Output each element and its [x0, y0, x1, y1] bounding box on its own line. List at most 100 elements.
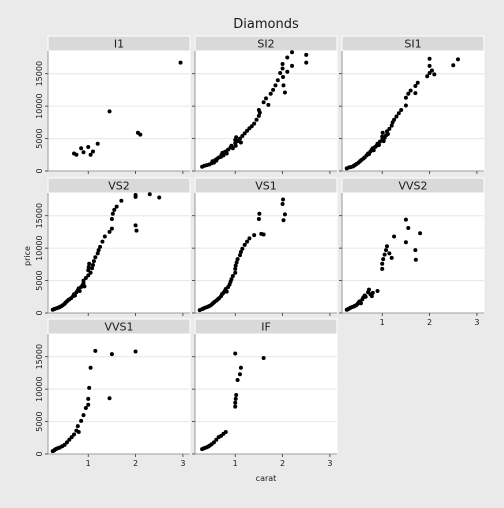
data-point [214, 437, 219, 442]
data-point [455, 57, 460, 62]
panel-title: SI2 [257, 38, 274, 51]
data-point [93, 255, 98, 260]
data-point [406, 226, 411, 231]
data-point [256, 216, 261, 221]
data-point [371, 148, 376, 153]
data-point [413, 84, 418, 89]
y-tick-label: 10000 [35, 235, 44, 260]
data-point [237, 136, 242, 141]
data-point [81, 150, 86, 155]
data-point [64, 440, 69, 445]
data-point [100, 239, 105, 244]
data-point [88, 270, 93, 275]
data-point [418, 231, 423, 236]
data-point [230, 274, 235, 279]
data-point [278, 71, 283, 76]
data-point [242, 242, 247, 247]
data-point [238, 140, 243, 145]
facet-panel: VS1 [192, 177, 338, 316]
data-point [95, 141, 100, 146]
data-point [290, 50, 295, 55]
data-point [133, 223, 138, 228]
y-tick-label: 5000 [35, 128, 44, 148]
data-point [81, 413, 86, 418]
data-point [147, 192, 152, 197]
data-point [257, 110, 262, 115]
data-point [230, 146, 235, 151]
x-tick-label: 3 [474, 318, 479, 327]
y-tick-label: 0 [35, 451, 44, 456]
x-tick-label: 1 [233, 459, 238, 468]
data-point [266, 102, 271, 107]
data-point [384, 244, 389, 249]
data-point [281, 197, 286, 202]
data-point [240, 246, 245, 251]
y-tick-label: 10000 [35, 93, 44, 118]
data-point [75, 424, 80, 429]
x-tick-label: 2 [280, 459, 285, 468]
data-point [261, 232, 266, 237]
data-point [427, 63, 432, 68]
panel-plot-area [341, 192, 485, 314]
data-point [83, 405, 88, 410]
x-tick-label: 1 [380, 318, 385, 327]
data-point [429, 68, 434, 73]
data-point [133, 192, 138, 197]
data-point [224, 151, 229, 156]
data-point [281, 83, 286, 88]
panel-plot-area [47, 50, 191, 172]
data-point [281, 218, 286, 223]
data-point [72, 293, 77, 298]
data-point [86, 264, 91, 269]
data-point [79, 146, 84, 151]
data-point [81, 278, 86, 283]
data-point [223, 429, 228, 434]
data-point [408, 88, 413, 93]
data-point [427, 56, 432, 61]
data-point [72, 432, 77, 437]
data-point [233, 351, 238, 356]
x-tick-label: 2 [427, 318, 432, 327]
data-point [238, 250, 243, 255]
data-point [74, 152, 79, 157]
facet-panel: SI2 [192, 35, 338, 174]
data-point [245, 128, 250, 133]
y-tick-label: 5000 [35, 411, 44, 431]
data-point [237, 253, 242, 258]
facet-panel: IF 1 2 3 [192, 318, 338, 468]
data-point [380, 130, 385, 135]
x-tick-label: 2 [133, 459, 138, 468]
data-point [86, 273, 91, 278]
data-point [256, 113, 261, 118]
data-point [76, 429, 81, 434]
data-point [235, 257, 240, 262]
data-point [280, 202, 285, 207]
data-point [380, 261, 385, 266]
data-point [233, 396, 238, 401]
data-point [235, 378, 240, 383]
facet-panel: VVS2 1 2 3 [339, 177, 485, 327]
data-point [157, 195, 162, 200]
y-tick-label: 15000 [35, 61, 44, 86]
data-point [257, 211, 262, 216]
data-point [425, 74, 430, 79]
data-point [264, 96, 268, 101]
panel-title: VVS1 [104, 321, 133, 334]
data-point [406, 91, 411, 96]
chart-title: Diamonds [233, 17, 299, 32]
panel-title: VS2 [108, 180, 130, 193]
panel-title: SI1 [404, 38, 421, 51]
data-point [90, 266, 95, 271]
data-point [273, 83, 278, 88]
data-point [178, 60, 183, 65]
data-point [114, 204, 119, 209]
data-point [107, 109, 112, 114]
data-point [394, 114, 399, 119]
data-point [240, 133, 245, 138]
panel-plot-area [194, 50, 338, 172]
x-tick-label: 3 [327, 459, 332, 468]
data-point [268, 91, 273, 96]
data-point [233, 400, 238, 405]
